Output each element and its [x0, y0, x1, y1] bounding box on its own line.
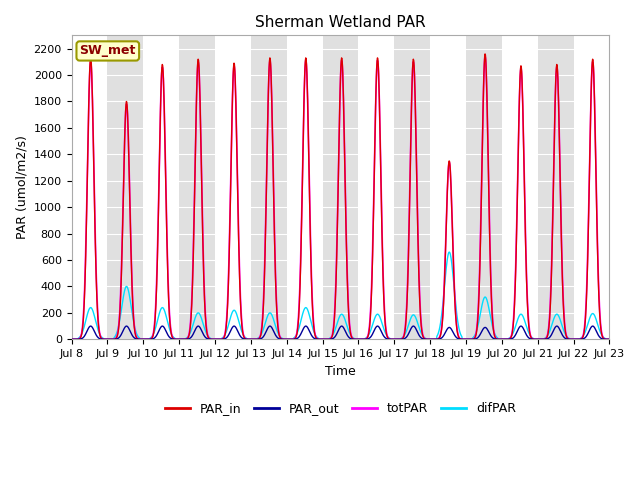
- Y-axis label: PAR (umol/m2/s): PAR (umol/m2/s): [15, 135, 28, 239]
- X-axis label: Time: Time: [325, 365, 356, 378]
- Bar: [466, 36, 502, 339]
- Legend: PAR_in, PAR_out, totPAR, difPAR: PAR_in, PAR_out, totPAR, difPAR: [160, 397, 521, 420]
- Bar: [179, 36, 215, 339]
- Bar: [108, 36, 143, 339]
- Bar: [251, 36, 287, 339]
- Text: SW_met: SW_met: [79, 45, 136, 58]
- Bar: [323, 36, 358, 339]
- Bar: [609, 36, 640, 339]
- Bar: [394, 36, 430, 339]
- Bar: [538, 36, 573, 339]
- Title: Sherman Wetland PAR: Sherman Wetland PAR: [255, 15, 426, 30]
